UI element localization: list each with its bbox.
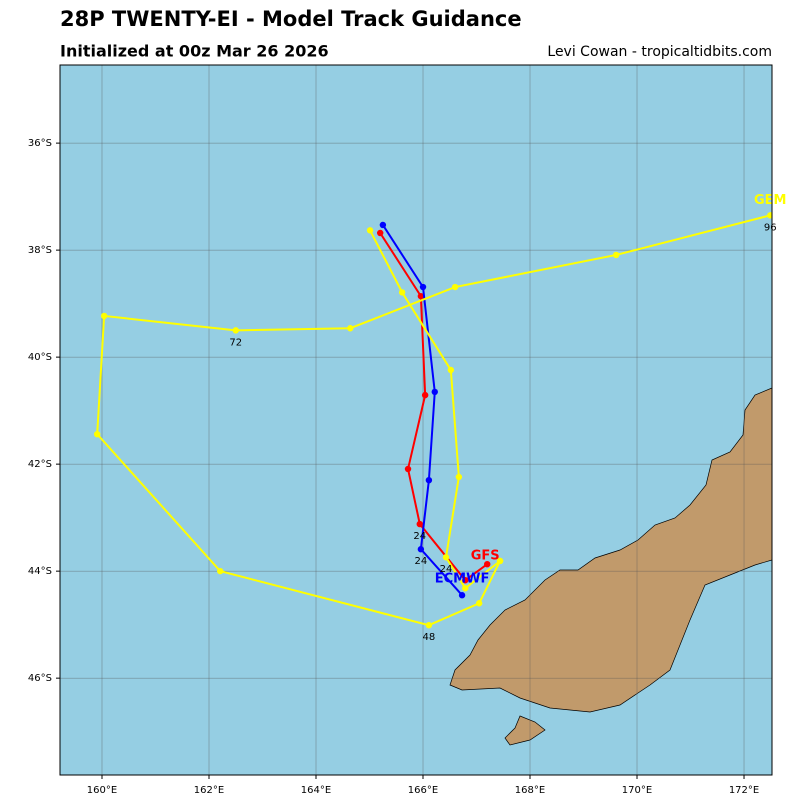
track-point — [93, 430, 101, 438]
x-tick-label: 172°E — [729, 785, 759, 796]
x-tick-label: 166°E — [408, 785, 438, 796]
track-point — [398, 289, 406, 296]
track-point — [404, 465, 412, 473]
point-label: 72 — [229, 337, 242, 348]
track-point — [451, 283, 459, 291]
legend-label: GFS — [471, 549, 500, 564]
track-point — [366, 227, 374, 234]
track-point — [458, 592, 466, 599]
land — [449, 387, 772, 746]
track-point — [416, 520, 423, 528]
y-tick-label: 42°S — [28, 459, 52, 470]
labels: 160°E 162°E 164°E 166°E 168°E 170°E 172°E 36°S 3… — [28, 138, 787, 796]
y-tick-label: 38°S — [28, 245, 52, 256]
track-point — [496, 557, 504, 565]
x-tick-label: 160°E — [87, 785, 117, 796]
track-point — [767, 212, 772, 219]
track-point — [475, 600, 483, 607]
chart-title: 28P TWENTY-EI - Model Track Guidance — [60, 7, 522, 31]
y-tick-label: 36°S — [28, 138, 52, 149]
track-point — [447, 366, 455, 374]
track-point — [379, 221, 387, 229]
track-point — [419, 283, 427, 291]
track-point — [484, 560, 491, 568]
grid — [56, 65, 772, 779]
track-point — [455, 473, 463, 481]
x-tick-label: 164°E — [301, 785, 331, 796]
track-line — [382, 224, 463, 596]
track-point — [462, 585, 469, 592]
y-tick-label: 44°S — [28, 566, 52, 577]
y-tick-label: 46°S — [28, 673, 52, 684]
track-point — [442, 554, 450, 561]
legend-label: ECMWF — [435, 572, 490, 587]
point-label: 24 — [440, 564, 453, 575]
tracks — [93, 212, 772, 629]
credit: Levi Cowan - tropicaltidbits.com — [547, 44, 772, 60]
track-point — [425, 621, 433, 629]
plot-frame — [59, 64, 773, 776]
x-tick-label: 170°E — [622, 785, 652, 796]
track-point — [347, 325, 354, 332]
track-point — [417, 292, 425, 300]
point-label: 48 — [423, 632, 436, 643]
stewart-island — [504, 715, 546, 746]
track-point — [421, 391, 429, 399]
point-label: 96 — [764, 222, 777, 233]
track-point — [417, 546, 425, 553]
track-point — [462, 577, 469, 584]
track-point — [377, 229, 384, 237]
x-tick-label: 162°E — [194, 785, 224, 796]
track-point — [100, 312, 108, 320]
track-point — [232, 327, 239, 334]
chart-subtitle: Initialized at 00z Mar 26 2026 — [60, 42, 329, 61]
track-point — [612, 251, 620, 259]
track-point — [217, 567, 224, 575]
legend-label: GEM — [754, 193, 787, 208]
y-tick-label: 40°S — [28, 352, 52, 363]
track-point — [431, 388, 438, 396]
point-label: 24 — [413, 531, 426, 542]
south-island — [449, 387, 772, 713]
track-point — [425, 476, 433, 484]
x-tick-label: 168°E — [515, 785, 545, 796]
point-label: 24 — [415, 556, 428, 567]
